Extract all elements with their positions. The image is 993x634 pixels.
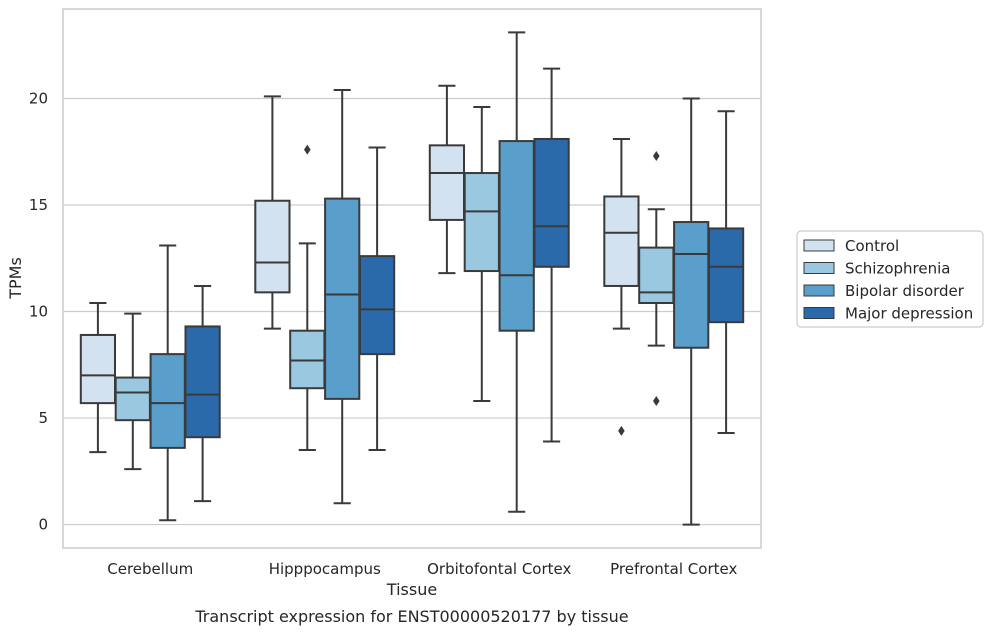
box-schizophrenia bbox=[463, 106, 500, 402]
chart-caption: Transcript expression for ENST0000052017… bbox=[194, 607, 628, 626]
y-tick-label: 10 bbox=[29, 303, 48, 321]
legend-swatch bbox=[803, 262, 835, 274]
outlier-point bbox=[653, 396, 660, 406]
box-schizophrenia bbox=[289, 144, 326, 451]
legend-swatch bbox=[803, 239, 835, 252]
legend-swatch bbox=[803, 284, 835, 297]
box-iqr bbox=[533, 137, 570, 268]
box-major-depression bbox=[184, 284, 221, 503]
box-control bbox=[428, 84, 466, 275]
x-tick-label: Cerebellum bbox=[107, 560, 193, 578]
y-tick-label: 15 bbox=[29, 196, 48, 214]
y-tick-label: 20 bbox=[29, 89, 48, 107]
box-control bbox=[603, 137, 640, 436]
legend-label: Schizophrenia bbox=[845, 260, 950, 278]
legend-label: Bipolar disorder bbox=[845, 282, 965, 300]
legend-item: Major depression bbox=[803, 305, 973, 323]
box-control bbox=[254, 95, 291, 330]
box-schizophrenia bbox=[114, 312, 151, 471]
box-major-depression bbox=[707, 110, 745, 434]
boxes bbox=[79, 31, 745, 526]
outlier-point bbox=[618, 425, 625, 436]
box-control bbox=[79, 302, 117, 454]
x-tick-label: Orbitofontal Cortex bbox=[427, 560, 571, 578]
box-iqr bbox=[463, 172, 500, 273]
box-iqr bbox=[498, 140, 535, 332]
legend-frame bbox=[796, 230, 984, 328]
box-iqr bbox=[358, 255, 396, 356]
box-iqr bbox=[673, 221, 710, 349]
box-schizophrenia bbox=[638, 151, 675, 406]
box-major-depression bbox=[358, 146, 396, 451]
x-tick-label: Hipppocampus bbox=[269, 560, 381, 578]
legend: Control Schizophrenia Bipolar disorder Majo… bbox=[796, 230, 984, 328]
box-bipolar-disorder bbox=[498, 31, 535, 513]
y-tick-label: 5 bbox=[38, 409, 48, 427]
legend-item: Schizophrenia bbox=[803, 260, 950, 278]
box-iqr bbox=[638, 246, 675, 304]
x-tick-label: Prefrontal Cortex bbox=[610, 560, 737, 578]
outlier-point bbox=[653, 151, 660, 161]
x-axis-label: Tissue bbox=[386, 580, 437, 599]
y-tick-labels: 0 5 10 15 20 bbox=[29, 89, 48, 533]
box-iqr bbox=[114, 376, 151, 422]
legend-swatch bbox=[803, 307, 835, 319]
box-iqr bbox=[707, 227, 745, 324]
box-bipolar-disorder bbox=[324, 88, 361, 505]
x-tick-labels: Cerebellum Hipppocampus Orbitofontal Corte… bbox=[107, 560, 737, 578]
box-iqr bbox=[289, 329, 326, 390]
box-bipolar-disorder bbox=[149, 244, 186, 522]
box-iqr bbox=[603, 195, 640, 287]
legend-item: Control bbox=[803, 237, 899, 255]
box-iqr bbox=[184, 325, 221, 439]
legend-label: Major depression bbox=[845, 305, 973, 323]
box-bipolar-disorder bbox=[673, 97, 710, 526]
legend-item: Bipolar disorder bbox=[803, 282, 965, 300]
box-iqr bbox=[149, 353, 186, 449]
y-tick-label: 0 bbox=[38, 516, 48, 534]
box-iqr bbox=[324, 197, 361, 400]
legend-label: Control bbox=[845, 237, 899, 255]
box-iqr bbox=[79, 333, 117, 405]
box-major-depression bbox=[533, 67, 570, 443]
box-iqr bbox=[428, 144, 466, 221]
box-iqr bbox=[254, 199, 291, 294]
outlier-point bbox=[304, 144, 311, 155]
plot-frame bbox=[62, 8, 762, 549]
y-axis-label: TPMs bbox=[6, 257, 25, 300]
